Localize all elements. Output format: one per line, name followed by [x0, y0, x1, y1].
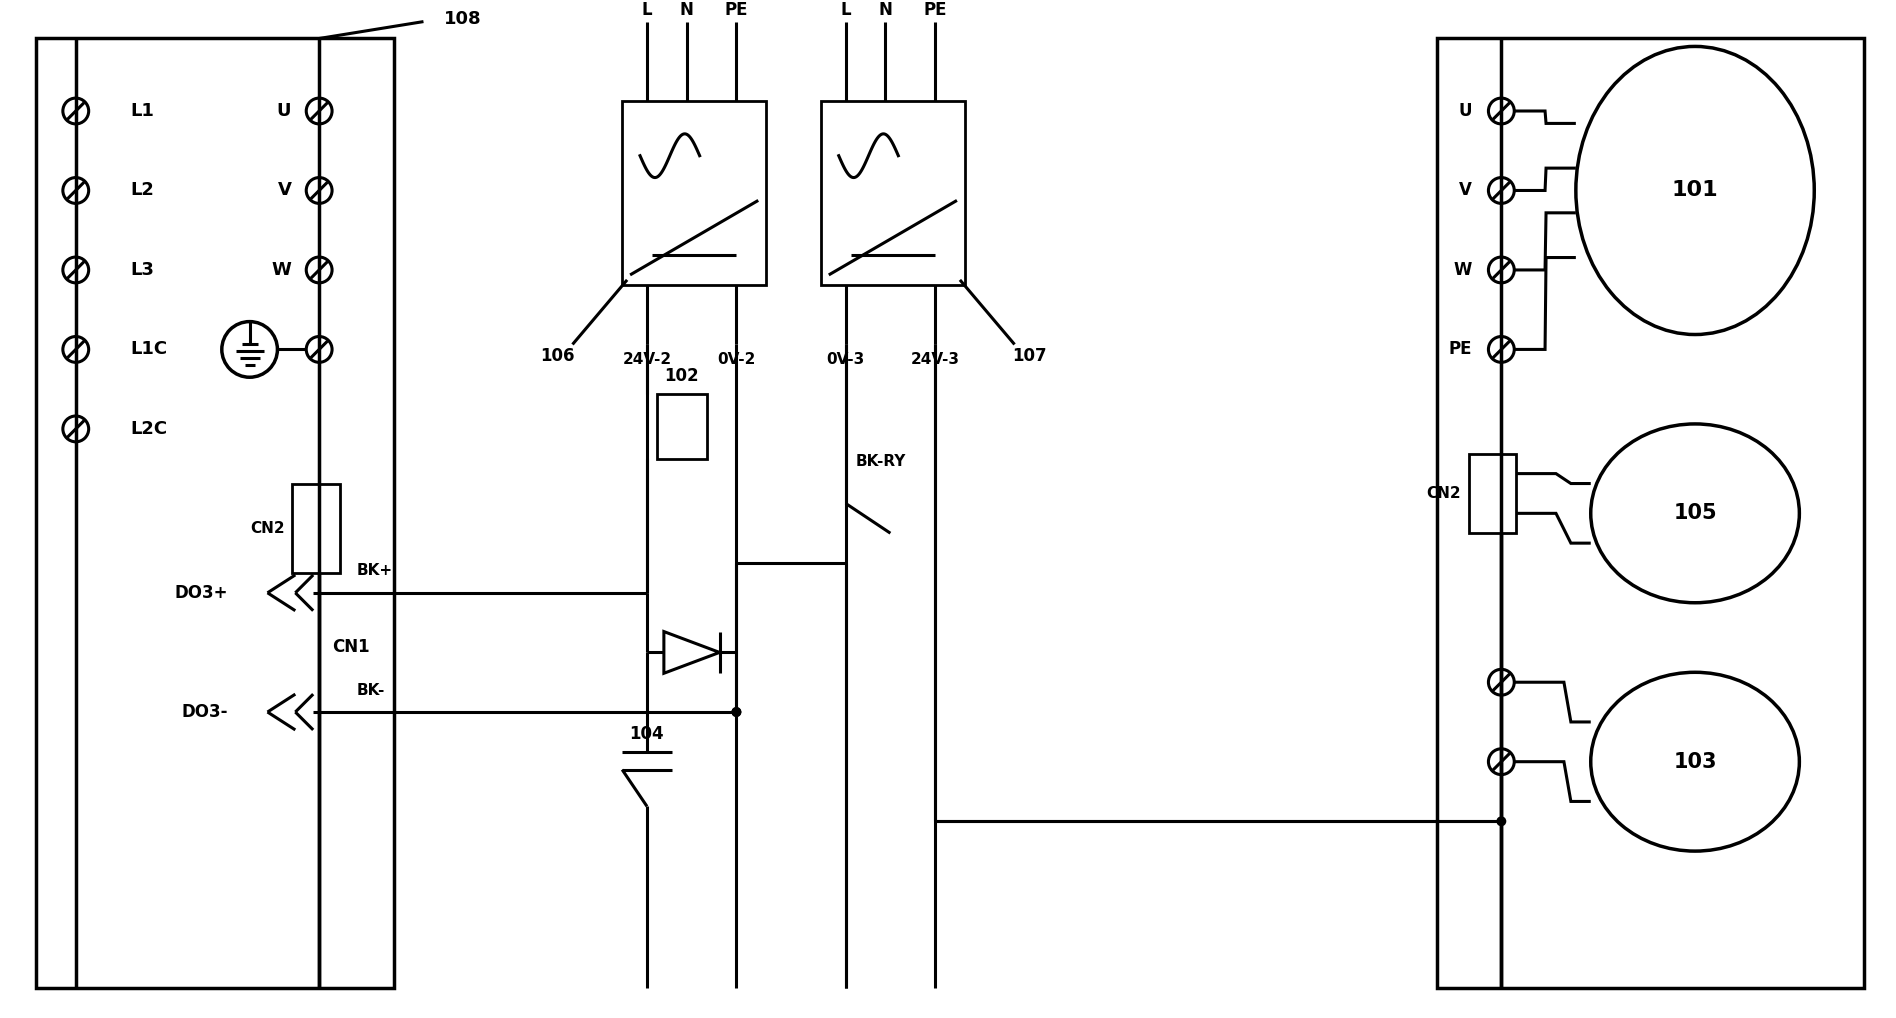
Circle shape — [63, 416, 89, 442]
Text: L1C: L1C — [131, 340, 167, 358]
Text: W: W — [1452, 261, 1471, 279]
Polygon shape — [664, 631, 719, 673]
Bar — [656, 394, 707, 459]
Text: 104: 104 — [629, 725, 664, 743]
Bar — [1469, 454, 1517, 533]
Circle shape — [1488, 669, 1515, 695]
Text: 105: 105 — [1674, 503, 1718, 523]
Text: L2C: L2C — [131, 419, 167, 438]
Circle shape — [1488, 257, 1515, 283]
Circle shape — [1488, 98, 1515, 124]
Text: BK-: BK- — [356, 683, 385, 697]
Text: 0V-2: 0V-2 — [717, 352, 757, 366]
Text: 107: 107 — [1012, 347, 1047, 365]
Text: L3: L3 — [131, 261, 154, 279]
Circle shape — [1496, 816, 1505, 827]
Text: CN2: CN2 — [1426, 486, 1460, 501]
Bar — [292, 484, 339, 573]
Text: CN1: CN1 — [332, 638, 370, 657]
Circle shape — [732, 708, 741, 717]
Text: L: L — [840, 1, 851, 18]
Text: 103: 103 — [1674, 751, 1716, 772]
Text: U: U — [277, 102, 292, 120]
Bar — [821, 101, 965, 285]
Circle shape — [307, 337, 332, 362]
Bar — [622, 101, 766, 285]
Ellipse shape — [1591, 672, 1799, 851]
Circle shape — [63, 337, 89, 362]
Text: 24V-2: 24V-2 — [622, 352, 671, 366]
Circle shape — [732, 708, 741, 717]
Text: 108: 108 — [444, 9, 482, 27]
Text: N: N — [878, 1, 893, 18]
Circle shape — [1488, 749, 1515, 775]
Circle shape — [1488, 337, 1515, 362]
Circle shape — [307, 177, 332, 204]
Circle shape — [63, 177, 89, 204]
Circle shape — [63, 98, 89, 124]
Bar — [36, 39, 394, 988]
Text: 24V-3: 24V-3 — [910, 352, 959, 366]
Text: PE: PE — [724, 1, 749, 18]
Text: BK-RY: BK-RY — [855, 454, 906, 469]
Text: L: L — [641, 1, 652, 18]
Circle shape — [307, 98, 332, 124]
Text: N: N — [681, 1, 694, 18]
Ellipse shape — [1576, 47, 1814, 335]
Bar — [1437, 39, 1864, 988]
Text: CN2: CN2 — [250, 521, 284, 535]
Text: 106: 106 — [540, 347, 574, 365]
Circle shape — [1488, 177, 1515, 204]
Text: PE: PE — [923, 1, 946, 18]
Text: 101: 101 — [1672, 180, 1718, 201]
Text: PE: PE — [1449, 340, 1471, 358]
Text: V: V — [277, 181, 292, 200]
Ellipse shape — [1591, 423, 1799, 603]
Text: DO3+: DO3+ — [174, 583, 228, 602]
Text: 0V-3: 0V-3 — [827, 352, 865, 366]
Circle shape — [222, 322, 277, 378]
Circle shape — [63, 257, 89, 283]
Text: V: V — [1458, 181, 1471, 200]
Circle shape — [307, 257, 332, 283]
Text: L1: L1 — [131, 102, 154, 120]
Text: 102: 102 — [664, 367, 700, 385]
Text: L2: L2 — [131, 181, 154, 200]
Text: DO3-: DO3- — [182, 703, 228, 721]
Text: U: U — [1458, 102, 1471, 120]
Text: W: W — [271, 261, 292, 279]
Text: BK+: BK+ — [356, 563, 392, 578]
